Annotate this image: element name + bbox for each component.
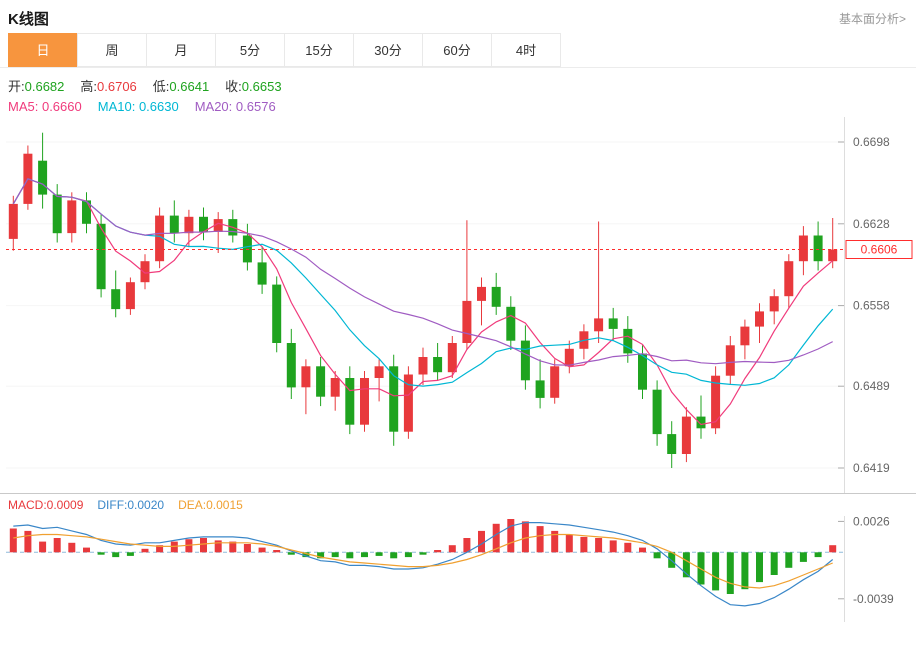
dea-value-legend: DEA:0.0015 — [178, 498, 243, 516]
ohlc-open: 开:0.6682 — [8, 76, 64, 95]
ohlc-row: 开:0.6682 高:0.6706 低:0.6641 收:0.6653 — [8, 75, 908, 96]
ma5-legend: MA5: 0.6660 — [8, 99, 82, 114]
candlestick-chart[interactable]: 0.6698 0.6628 0.6558 0.6489 0.6419 0.6606 — [0, 117, 916, 493]
ma20-legend: MA20: 0.6576 — [195, 99, 276, 114]
macd-value-legend: MACD:0.0009 — [8, 498, 83, 516]
dea-value: 0.0015 — [206, 498, 243, 512]
tab-day[interactable]: 日 — [8, 33, 78, 67]
tab-week[interactable]: 周 — [77, 33, 147, 67]
tab-60min[interactable]: 60分 — [422, 33, 492, 67]
svg-text:0.6489: 0.6489 — [853, 379, 890, 393]
tab-30min[interactable]: 30分 — [353, 33, 423, 67]
open-label: 开: — [8, 79, 25, 94]
ma10-line — [12, 178, 834, 387]
svg-text:-0.0039: -0.0039 — [853, 592, 894, 606]
svg-text:0.6628: 0.6628 — [853, 217, 890, 231]
ohlc-high: 高:0.6706 — [80, 76, 136, 95]
dea-line — [13, 533, 833, 589]
interval-tabs: 日周月 5分 15分 30分 60分 4时 — [0, 33, 916, 68]
svg-text:0.0026: 0.0026 — [853, 516, 890, 528]
diff-label: DIFF: — [97, 498, 128, 512]
ma5-label: MA5: — [8, 99, 39, 114]
tab-15min[interactable]: 15分 — [284, 33, 354, 67]
close-value: 0.6653 — [241, 79, 282, 94]
ma20-label: MA20: — [194, 99, 233, 114]
svg-text:0.6558: 0.6558 — [853, 299, 890, 313]
ma10-legend: MA10: 0.6630 — [98, 99, 179, 114]
ma10-value: 0.6630 — [138, 99, 179, 114]
tab-month[interactable]: 月 — [146, 33, 216, 67]
diff-value: 0.0020 — [127, 498, 165, 512]
diff-line — [13, 521, 834, 607]
ma5-line — [12, 178, 834, 426]
close-label: 收: — [225, 79, 242, 94]
ma5-value: 0.6660 — [41, 99, 82, 114]
tab-5min[interactable]: 5分 — [215, 33, 285, 67]
macd-chart[interactable]: 0.0026 -0.0039 — [0, 516, 916, 622]
fundamental-analysis-link[interactable]: 基本面分析> — [838, 12, 906, 26]
svg-text:0.6419: 0.6419 — [853, 461, 890, 475]
ohlc-close: 收:0.6653 — [225, 76, 281, 95]
high-label: 高: — [80, 79, 98, 94]
low-label: 低: — [152, 79, 170, 94]
open-value: 0.6682 — [24, 79, 65, 94]
macd-label: MACD: — [8, 498, 47, 512]
chart-info: 开:0.6682 高:0.6706 低:0.6641 收:0.6653 MA5:… — [0, 68, 916, 117]
ma20-line — [12, 178, 833, 366]
widget-header: K线图 基本面分析> — [0, 0, 916, 33]
macd-legend: MACD:0.0009 DIFF:0.0020 DEA:0.0015 — [0, 494, 916, 516]
macd-value: 0.0009 — [46, 498, 84, 512]
ohlc-low: 低:0.6641 — [153, 76, 209, 95]
ma-row: MA5: 0.6660 MA10: 0.6630 MA20: 0.6576 — [8, 96, 908, 117]
high-value: 0.6706 — [97, 79, 137, 94]
dea-label: DEA: — [178, 498, 207, 512]
ma10-label: MA10: — [97, 99, 136, 114]
current-price-label — [845, 240, 913, 259]
low-value: 0.6641 — [169, 79, 210, 94]
page-title: K线图 — [8, 11, 49, 28]
svg-text:0.6698: 0.6698 — [853, 135, 890, 149]
ma20-value: 0.6576 — [235, 99, 276, 114]
macd-panel: MACD:0.0009 DIFF:0.0020 DEA:0.0015 0.002… — [0, 493, 916, 622]
diff-value-legend: DIFF:0.0020 — [97, 498, 164, 516]
svg-text:0.6606: 0.6606 — [861, 243, 898, 257]
tab-4hour[interactable]: 4时 — [491, 33, 561, 67]
